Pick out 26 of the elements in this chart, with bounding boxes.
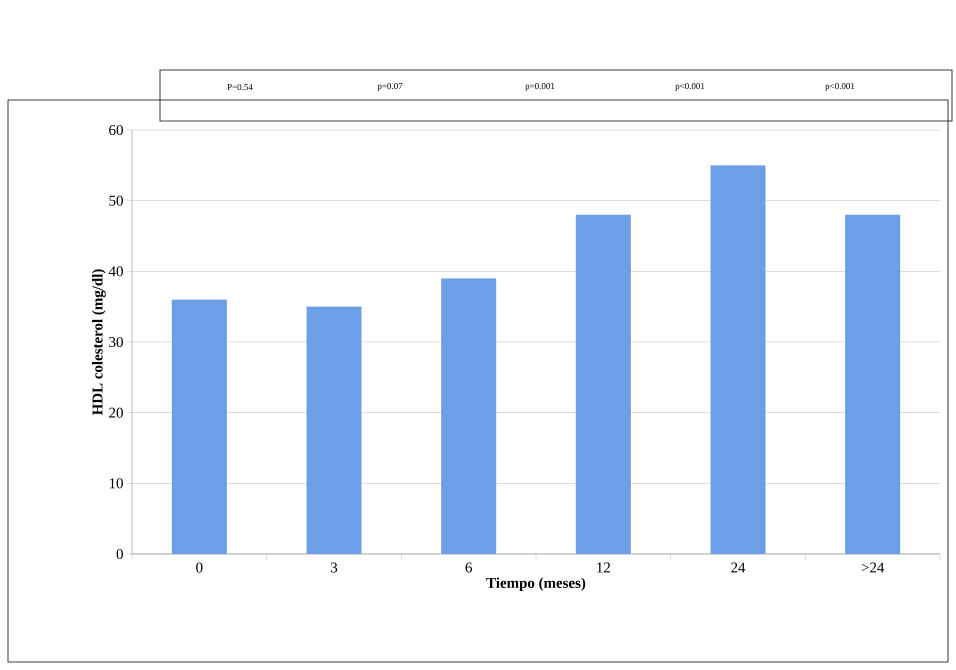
bar [172,300,227,554]
bar [576,214,631,554]
y-tick-label: 50 [109,196,123,206]
y-tick-label: 60 [109,124,123,136]
bar [845,214,900,554]
text: p=0.001 [525,83,554,91]
y-tick-label: 10 [110,478,123,488]
y-tick-label: 20 [109,408,123,418]
y-tick-label: 30 [109,336,123,348]
x-tick-label: 6 [466,562,472,573]
x-tick-label: >24 [862,562,884,572]
bar [306,306,362,554]
bar [441,278,496,554]
y-tick-label: 40 [108,266,123,276]
text: P=0.54 [227,84,253,90]
text: p=0.07 [378,83,402,91]
y-tick-label: 0 [116,548,123,560]
x-tick-label: 24 [731,562,746,572]
bar [710,165,766,554]
text: p<0.001 [825,83,854,91]
x-tick-label: 0 [196,562,203,573]
text: p<0.001 [675,83,704,91]
x-tick-label: 12 [597,562,610,572]
y-axis-title: HDL colesterol (mg/dl) [92,269,106,416]
x-axis-title: Tiempo (meses) [486,577,586,591]
x-tick-label: 3 [330,562,338,573]
